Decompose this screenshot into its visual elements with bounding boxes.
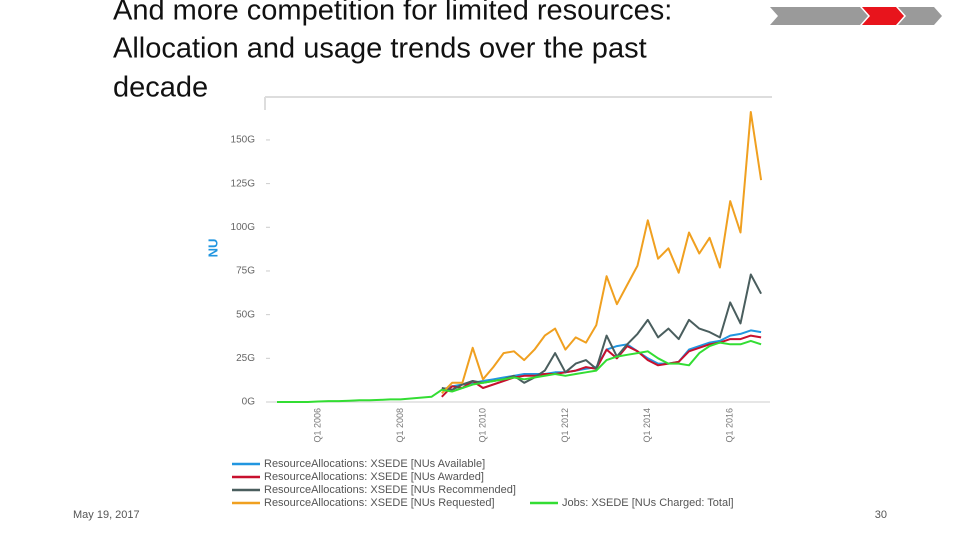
- legend-label: ResourceAllocations: XSEDE [NUs Recommen…: [264, 484, 516, 496]
- legend-label: Jobs: XSEDE [NUs Charged: Total]: [562, 497, 734, 509]
- y-tick-label: 75G: [236, 266, 255, 277]
- nav-step: [898, 7, 942, 25]
- legend-label: ResourceAllocations: XSEDE [NUs Awarded]: [264, 471, 484, 483]
- x-tick-label: Q1 2012: [560, 408, 570, 443]
- y-tick-label: 150G: [231, 135, 256, 146]
- series-line: [277, 339, 762, 403]
- title-line: Allocation and usage trends over the pas…: [113, 33, 647, 65]
- y-tick-label: 50G: [236, 309, 255, 320]
- y-tick-label: 100G: [231, 222, 256, 233]
- page-number: 30: [875, 509, 887, 521]
- nav-step: [770, 7, 830, 25]
- title-line: decade: [113, 72, 208, 104]
- y-tick-label: 25G: [236, 353, 255, 364]
- nav-chevrons: [770, 7, 942, 25]
- x-tick-label: Q1 2008: [395, 408, 405, 443]
- x-tick-label: Q1 2010: [477, 408, 487, 443]
- y-tick-label: 125G: [231, 178, 256, 189]
- series-line: [441, 334, 762, 398]
- title-line: And more competition for limited resourc…: [113, 0, 672, 27]
- nav-step: [816, 7, 868, 25]
- x-tick-label: Q1 2006: [313, 408, 323, 443]
- y-axis-label: NU: [205, 239, 220, 258]
- footer-date: May 19, 2017: [73, 509, 140, 521]
- series-line: [441, 111, 763, 395]
- legend-label: ResourceAllocations: XSEDE [NUs Requeste…: [264, 497, 495, 509]
- x-tick-label: Q1 2014: [642, 408, 652, 443]
- nav-step-active: [862, 7, 904, 25]
- x-tick-label: Q1 2016: [725, 408, 735, 443]
- y-tick-label: 0G: [242, 397, 256, 408]
- legend-label: ResourceAllocations: XSEDE [NUs Availabl…: [264, 458, 485, 470]
